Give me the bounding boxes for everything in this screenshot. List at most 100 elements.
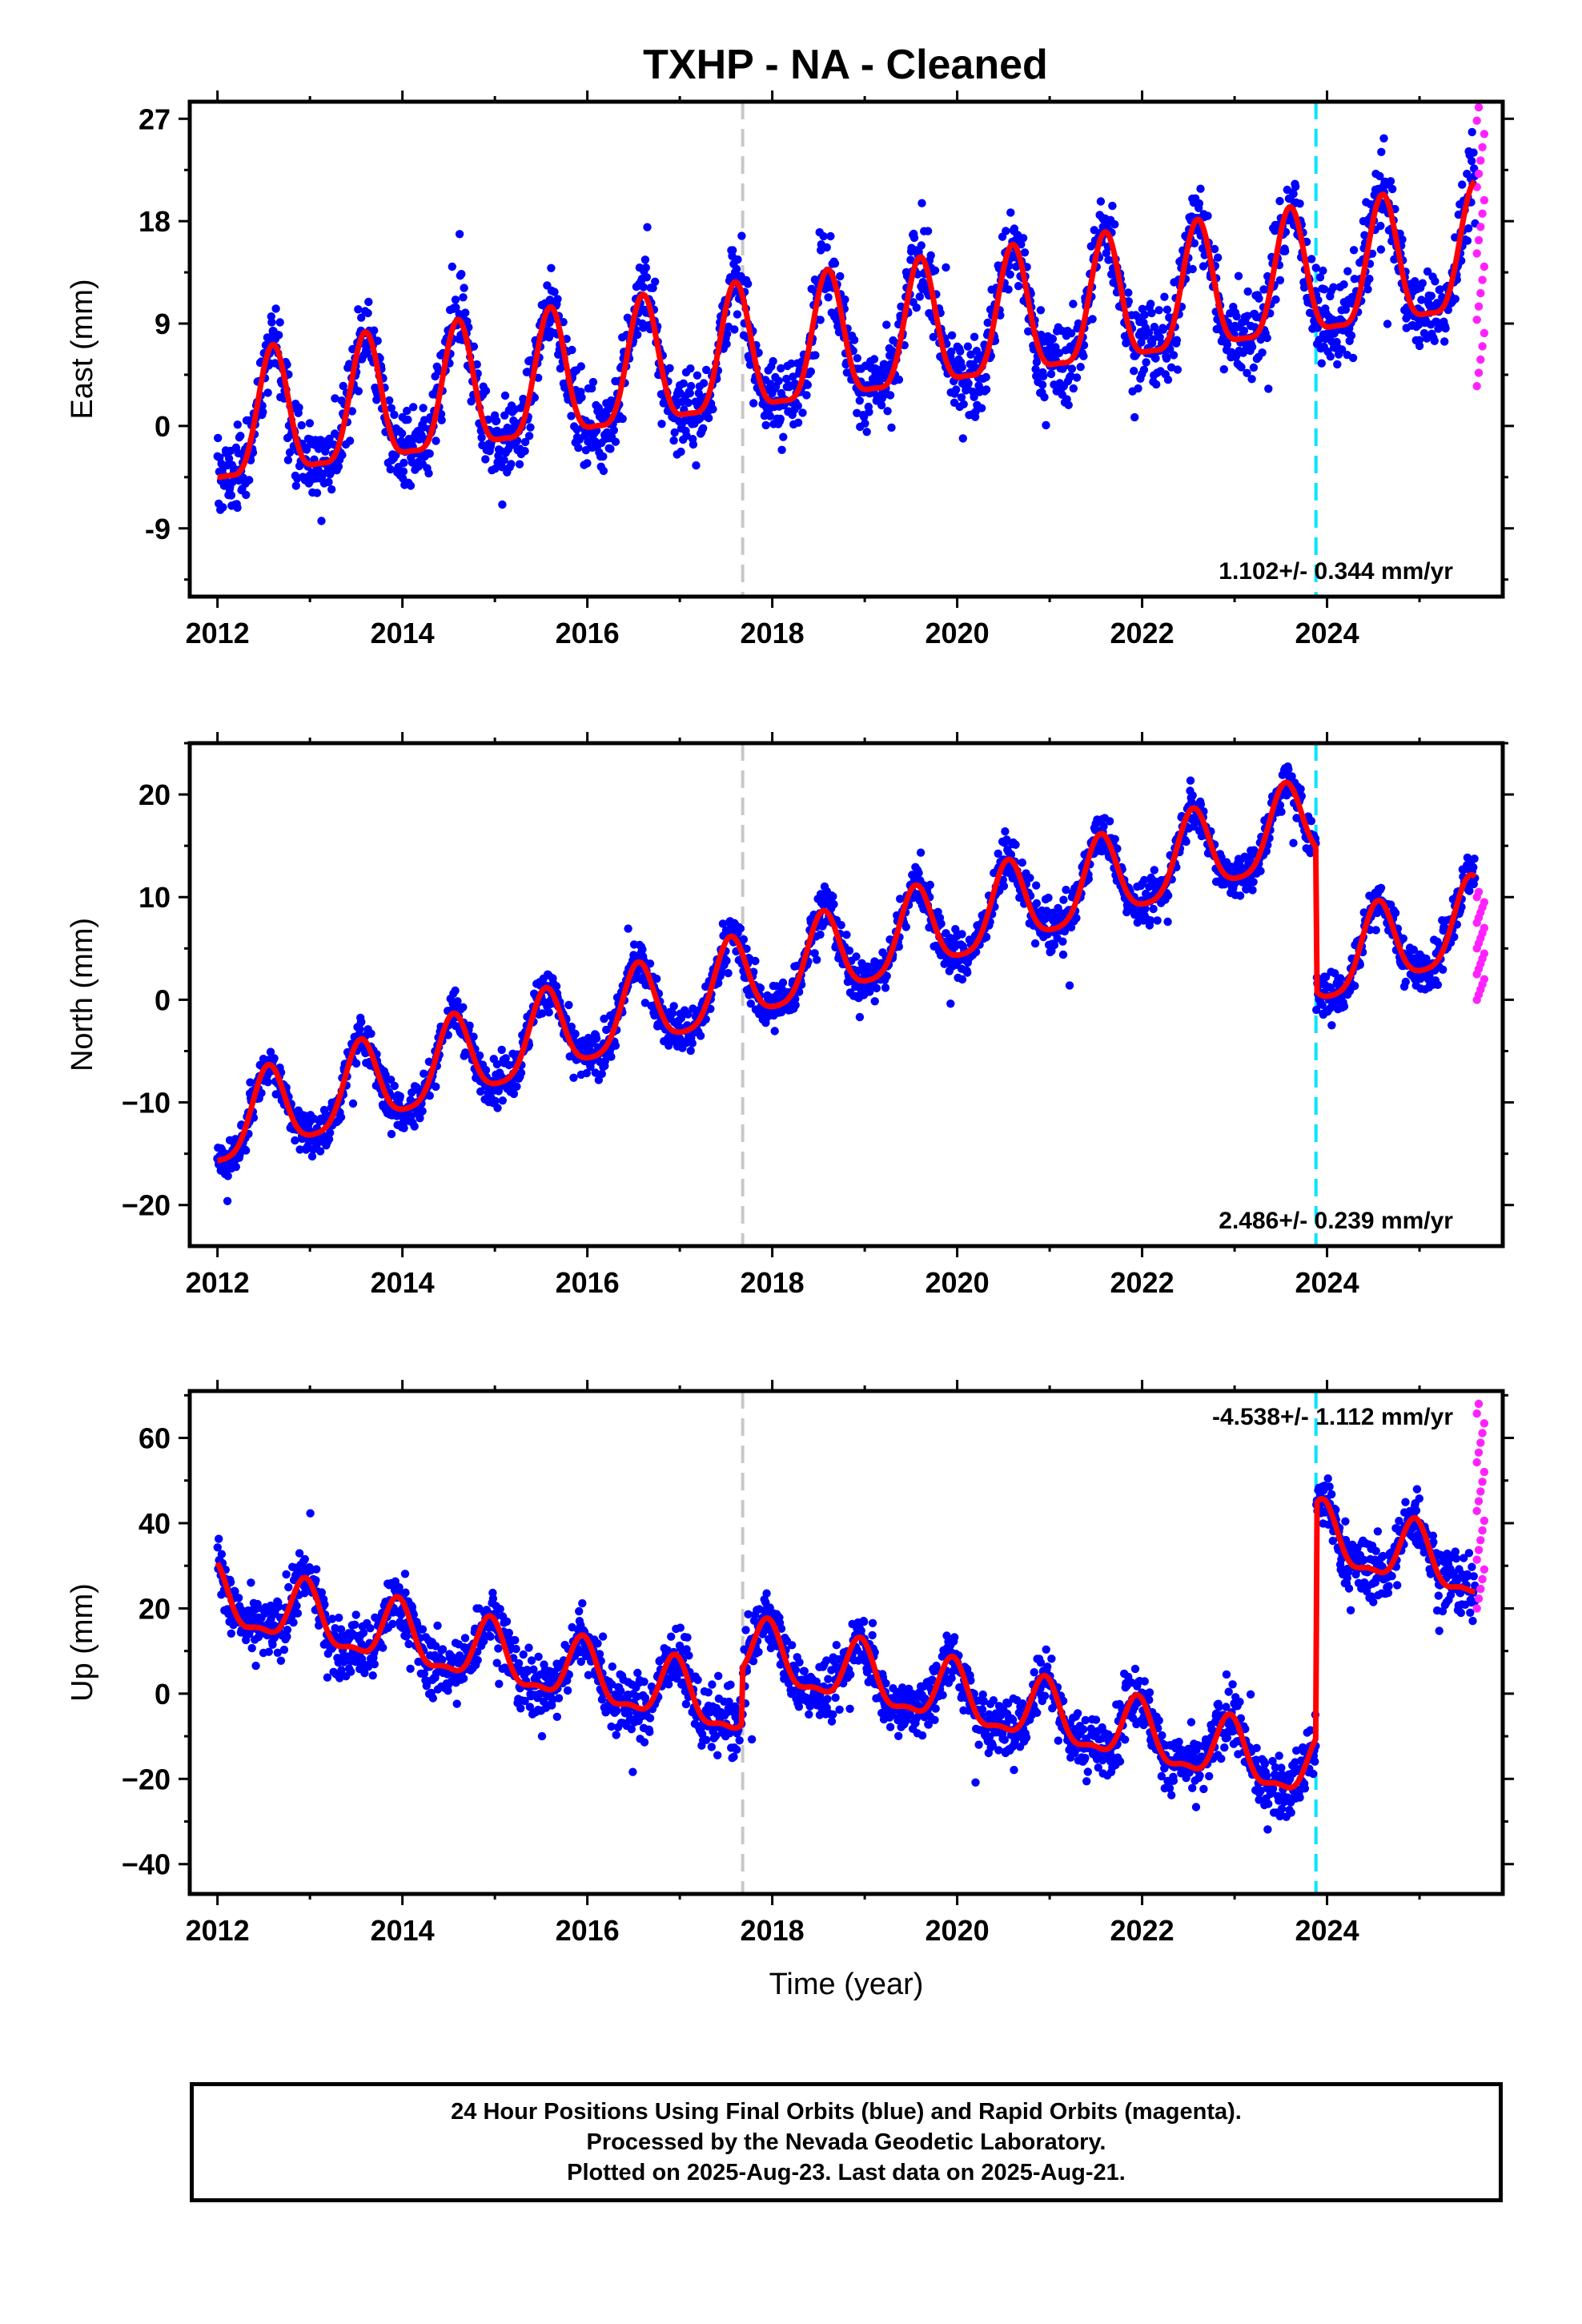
data-point: [1365, 275, 1374, 283]
data-point: [1160, 292, 1169, 301]
data-point: [1166, 344, 1174, 354]
data-point: [1307, 255, 1316, 263]
data-point: [1291, 182, 1300, 191]
data-point: [323, 441, 332, 450]
data-point: [279, 1645, 289, 1655]
data-point: [247, 1578, 255, 1587]
data-point: [1464, 224, 1473, 233]
data-point: [977, 404, 986, 412]
data-point-rapid: [1476, 288, 1485, 298]
data-point: [1377, 147, 1386, 156]
data-point: [1036, 306, 1046, 315]
data-point: [1124, 288, 1133, 297]
data-point-rapid: [1472, 316, 1481, 324]
data-point: [1084, 875, 1094, 883]
data-point: [1188, 264, 1197, 274]
data-point: [315, 1147, 325, 1156]
data-point: [355, 1025, 364, 1034]
data-point: [1026, 874, 1034, 883]
data-point-rapid: [1472, 382, 1481, 391]
data-point: [611, 437, 620, 446]
data-point: [282, 1570, 291, 1579]
data-point: [217, 1550, 227, 1558]
data-point: [640, 999, 650, 1007]
data-point: [686, 1046, 695, 1055]
data-point: [749, 399, 758, 408]
data-point: [1079, 352, 1088, 360]
data-point: [803, 380, 812, 389]
data-point: [692, 461, 701, 470]
data-point: [1050, 940, 1059, 950]
data-point: [1162, 305, 1172, 314]
data-point: [830, 259, 840, 268]
data-point: [1038, 380, 1047, 389]
data-point: [1139, 365, 1149, 374]
data-point: [1030, 939, 1040, 948]
data-point: [469, 342, 479, 351]
data-point: [1275, 196, 1284, 206]
data-point: [1295, 199, 1304, 208]
data-point: [453, 997, 462, 1006]
data-point: [929, 332, 938, 341]
data-point: [770, 1027, 779, 1035]
x-tick-label: 2018: [741, 1266, 805, 1299]
data-point: [370, 326, 379, 335]
data-point: [1146, 300, 1155, 308]
data-point: [451, 296, 460, 304]
data-point: [1379, 134, 1388, 143]
data-point: [793, 418, 803, 427]
data-point: [234, 1594, 243, 1602]
data-point: [465, 1021, 474, 1030]
data-point: [1065, 981, 1074, 990]
data-point: [957, 393, 966, 402]
data-point: [778, 978, 788, 987]
data-point: [324, 477, 333, 487]
data-point: [733, 255, 742, 264]
data-point: [1011, 840, 1020, 850]
data-point: [652, 975, 661, 983]
velocity-rate-label: 1.102+/- 0.344 mm/yr: [1219, 558, 1453, 585]
data-point: [736, 924, 745, 933]
data-point: [1110, 834, 1119, 844]
data-point: [826, 231, 835, 241]
data-point: [1315, 273, 1325, 282]
data-point: [1468, 127, 1476, 137]
data-point: [1320, 285, 1329, 294]
data-point: [263, 1078, 272, 1087]
data-point: [917, 241, 926, 250]
data-point: [723, 329, 732, 339]
data-point: [600, 1056, 609, 1066]
data-point: [242, 1146, 251, 1155]
data-point: [1351, 981, 1359, 991]
data-point: [317, 517, 326, 525]
data-point: [553, 295, 562, 304]
data-point-rapid: [1474, 302, 1484, 311]
data-point: [524, 432, 534, 440]
data-point: [952, 385, 961, 394]
data-point: [677, 447, 685, 456]
data-point: [901, 923, 911, 931]
data-point: [227, 1629, 235, 1638]
data-point-rapid: [1474, 103, 1484, 112]
data-point: [1417, 296, 1426, 304]
data-point: [498, 1096, 507, 1105]
data-point: [1235, 891, 1245, 900]
data-point: [1149, 904, 1158, 914]
data-point: [917, 199, 926, 207]
data-point: [1124, 297, 1134, 306]
data-point: [669, 1002, 678, 1011]
data-point: [1281, 247, 1290, 255]
panel-north: 2012 2014 2016 2018 2020 2022 2024−20−1001020N…: [66, 732, 1514, 1299]
data-point: [877, 400, 886, 410]
data-point: [592, 1034, 601, 1043]
data-point: [1263, 333, 1271, 343]
data-point: [404, 415, 412, 424]
data-point: [782, 374, 791, 384]
data-point: [1062, 886, 1070, 895]
data-point: [1040, 392, 1049, 402]
data-point-rapid: [1480, 130, 1489, 139]
data-point: [497, 1045, 506, 1055]
x-tick-label: 2018: [741, 617, 805, 649]
data-point: [334, 462, 343, 471]
data-point: [312, 1565, 321, 1574]
